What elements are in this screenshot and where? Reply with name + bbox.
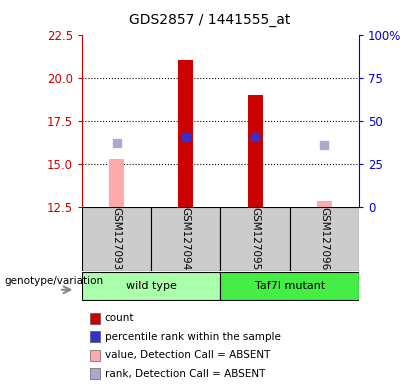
Point [182, 134, 189, 141]
Bar [82, 272, 220, 300]
Bar [317, 201, 332, 207]
Text: genotype/variation: genotype/variation [4, 276, 103, 286]
Text: Taf7l mutant: Taf7l mutant [255, 281, 325, 291]
Text: GSM127095: GSM127095 [250, 207, 260, 271]
Point [113, 139, 120, 146]
Bar [82, 207, 151, 271]
Bar [220, 272, 359, 300]
Text: count: count [105, 313, 134, 323]
Bar [109, 159, 124, 207]
Bar [247, 95, 263, 207]
Text: value, Detection Call = ABSENT: value, Detection Call = ABSENT [105, 350, 270, 360]
Bar [290, 207, 359, 271]
Bar [151, 207, 220, 271]
Bar [178, 60, 194, 207]
Bar [220, 207, 290, 271]
Text: GSM127093: GSM127093 [112, 207, 121, 271]
Text: GSM127094: GSM127094 [181, 207, 191, 271]
Text: GDS2857 / 1441555_at: GDS2857 / 1441555_at [129, 13, 291, 27]
Text: GSM127096: GSM127096 [320, 207, 329, 271]
Text: rank, Detection Call = ABSENT: rank, Detection Call = ABSENT [105, 369, 265, 379]
Text: wild type: wild type [126, 281, 177, 291]
Text: percentile rank within the sample: percentile rank within the sample [105, 332, 281, 342]
Point [321, 142, 328, 148]
Point [252, 134, 259, 141]
